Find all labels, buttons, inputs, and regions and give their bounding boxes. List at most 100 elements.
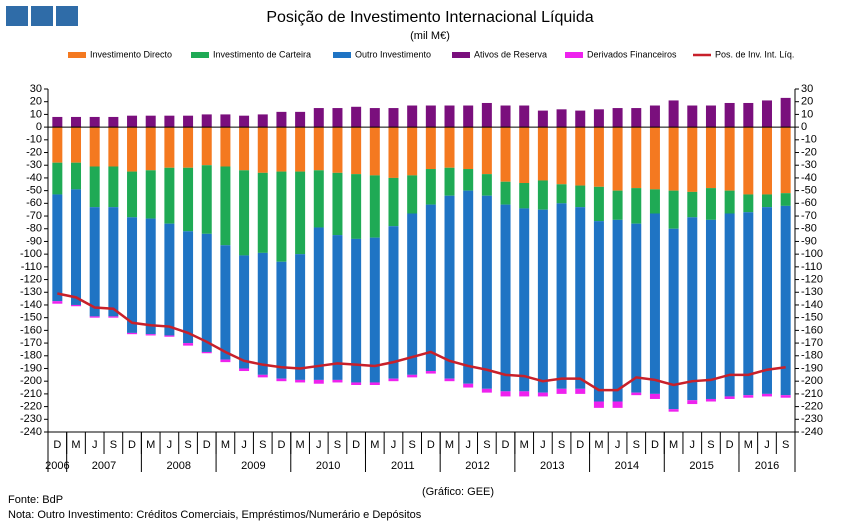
bar-segment bbox=[463, 169, 474, 191]
logo-square bbox=[31, 6, 53, 26]
bar-segment bbox=[705, 188, 716, 220]
x-tick-label: M bbox=[594, 439, 603, 451]
x-tick-label: S bbox=[558, 439, 565, 451]
x-tick-label: J bbox=[690, 439, 696, 451]
legend-label: Outro Investimento bbox=[355, 49, 431, 59]
legend-swatch bbox=[68, 52, 86, 58]
bar-segment bbox=[388, 226, 399, 379]
bar-segment bbox=[687, 400, 698, 405]
bar-segment bbox=[388, 127, 399, 178]
bar-segment bbox=[201, 127, 212, 166]
bar-segment bbox=[351, 174, 362, 239]
y-tick-label: -190 bbox=[20, 362, 42, 374]
bar-segment bbox=[388, 378, 399, 382]
bar-segment bbox=[145, 115, 156, 128]
y2-tick-label: -210 bbox=[801, 388, 823, 400]
bar-segment bbox=[108, 116, 119, 128]
bar-segment bbox=[537, 392, 548, 397]
x-tick-label: M bbox=[744, 439, 753, 451]
bar-segment bbox=[631, 108, 642, 128]
y2-tick-label: -40 bbox=[801, 172, 817, 184]
logo-square bbox=[6, 6, 28, 26]
bar-segment bbox=[127, 115, 138, 128]
bar-segment bbox=[71, 189, 82, 305]
bar-segment bbox=[145, 127, 156, 171]
bar-segment bbox=[780, 205, 791, 396]
y2-tick-label: -140 bbox=[801, 299, 823, 311]
bar-segment bbox=[201, 165, 212, 234]
bar-segment bbox=[444, 195, 455, 379]
chart-subtitle: (mil M€) bbox=[410, 30, 450, 42]
bar-segment bbox=[780, 127, 791, 194]
bar-segment bbox=[500, 127, 511, 182]
bar-segment bbox=[183, 343, 194, 346]
bar-segment bbox=[388, 177, 399, 227]
bar-segment bbox=[575, 388, 586, 394]
y-tick-label: -220 bbox=[20, 400, 42, 412]
x-tick-label: M bbox=[370, 439, 379, 451]
x-tick-label: D bbox=[277, 439, 285, 451]
bar-segment bbox=[519, 183, 530, 209]
bar-segment bbox=[108, 316, 119, 318]
y2-tick-label: -10 bbox=[801, 134, 817, 146]
chart-title: Posição de Investimento Internacional Lí… bbox=[266, 9, 593, 26]
bar-segment bbox=[556, 127, 567, 185]
bar-segment bbox=[71, 162, 82, 190]
year-label: 2009 bbox=[241, 460, 265, 472]
bar-segment bbox=[612, 190, 623, 220]
legend-swatch bbox=[452, 52, 470, 58]
y2-tick-label: 0 bbox=[801, 121, 807, 133]
year-label: 2011 bbox=[391, 460, 415, 472]
bar-segment bbox=[668, 228, 679, 410]
bar-segment bbox=[500, 204, 511, 392]
y-tick-label: -170 bbox=[20, 337, 42, 349]
y-tick-label: 20 bbox=[30, 96, 42, 108]
bar-segment bbox=[369, 127, 380, 176]
y-tick-label: -40 bbox=[26, 172, 42, 184]
bar-segment bbox=[612, 108, 623, 128]
x-tick-label: M bbox=[221, 439, 230, 451]
y2-tick-label: -200 bbox=[801, 375, 823, 387]
y-tick-label: -100 bbox=[20, 248, 42, 260]
bar-segment bbox=[743, 212, 754, 396]
bar-segment bbox=[220, 359, 231, 363]
bar-segment bbox=[649, 127, 660, 190]
bar-segment bbox=[724, 213, 735, 397]
x-tick-label: D bbox=[427, 439, 435, 451]
y2-tick-label: -80 bbox=[801, 223, 817, 235]
y2-tick-label: -180 bbox=[801, 350, 823, 362]
bar-segment bbox=[407, 213, 418, 375]
bar-segment bbox=[164, 167, 175, 224]
x-tick-label: J bbox=[465, 439, 471, 451]
bar-segment bbox=[127, 127, 138, 172]
bar-segment bbox=[743, 102, 754, 128]
bar-segment bbox=[89, 166, 100, 208]
bar-segment bbox=[500, 391, 511, 397]
bar-segment bbox=[239, 127, 250, 171]
legend-swatch bbox=[191, 52, 209, 58]
year-label: 2008 bbox=[166, 460, 190, 472]
x-tick-label: M bbox=[296, 439, 305, 451]
y2-tick-label: -60 bbox=[801, 197, 817, 209]
bar-segment bbox=[407, 374, 418, 378]
bar-segment bbox=[743, 194, 754, 213]
bar-segment bbox=[500, 181, 511, 205]
bar-segment bbox=[164, 115, 175, 128]
y-tick-label: -230 bbox=[20, 413, 42, 425]
bar-segment bbox=[649, 213, 660, 394]
bar-segment bbox=[593, 186, 604, 222]
bar-segment bbox=[89, 316, 100, 318]
bar-segment bbox=[220, 245, 231, 360]
bar-segment bbox=[295, 379, 306, 383]
bar-segment bbox=[388, 108, 399, 128]
bar-segment bbox=[761, 127, 772, 195]
y-tick-label: -80 bbox=[26, 223, 42, 235]
bar-segment bbox=[239, 368, 250, 372]
bar-segment bbox=[164, 335, 175, 337]
bar-segment bbox=[444, 378, 455, 382]
bar-segment bbox=[668, 100, 679, 128]
bar-segment bbox=[239, 255, 250, 369]
bar-segment bbox=[612, 127, 623, 191]
x-tick-label: J bbox=[92, 439, 98, 451]
